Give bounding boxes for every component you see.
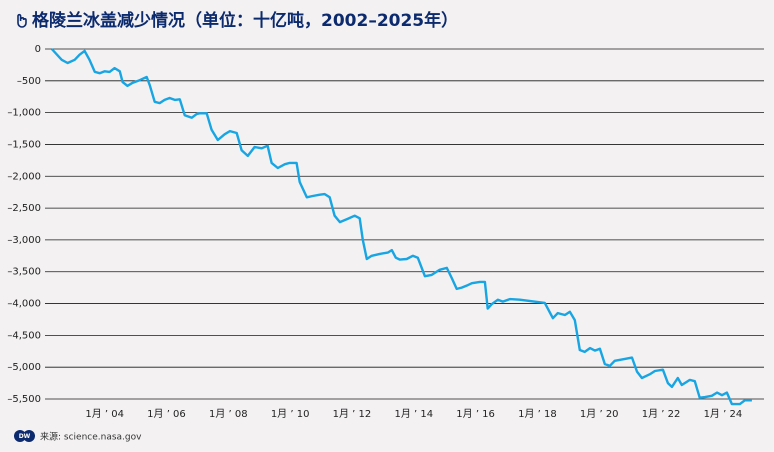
x-tick-label: 1月 ’ 12 (333, 408, 372, 420)
y-tick-label: –3,500 (7, 267, 41, 278)
source: 来源: science.nasa.gov (40, 432, 142, 443)
x-tick-label: 1月 ’ 20 (580, 408, 619, 420)
x-tick-label: 1月 ’ 24 (704, 408, 743, 420)
y-tick-label: –4,500 (7, 330, 41, 341)
y-tick-label: –5,000 (7, 362, 41, 373)
x-tick-label: 1月 ’ 18 (518, 408, 557, 420)
title-icon (17, 13, 27, 28)
y-tick-label: –500 (17, 76, 41, 87)
chart-title: 格陵兰冰盖减少情况（单位：十亿吨，2002–2025年） (32, 10, 458, 31)
logo: DW (14, 430, 35, 442)
y-tick-label: –4,000 (7, 299, 41, 310)
y-tick-label: –1,500 (7, 139, 41, 150)
y-tick-label: –5,500 (7, 394, 41, 405)
x-tick-label: 1月 ’ 14 (394, 408, 433, 420)
data-line (50, 48, 752, 406)
x-tick-label: 1月 ’ 16 (456, 408, 495, 420)
y-tick-label: –2,000 (7, 171, 41, 182)
x-tick-label: 1月 ’ 10 (271, 408, 310, 420)
x-tick-label: 1月 ’ 06 (147, 408, 186, 420)
x-tick-label: 1月 ’ 04 (85, 408, 124, 420)
y-tick-label: –1,000 (7, 108, 41, 119)
x-tick-label: 1月 ’ 22 (642, 408, 681, 420)
y-tick-label: –3,000 (7, 235, 41, 246)
svg-text:DW: DW (19, 433, 31, 440)
x-tick-label: 1月 ’ 08 (209, 408, 248, 420)
y-tick-label: –2,500 (7, 203, 41, 214)
y-tick-label: 0 (35, 44, 41, 55)
